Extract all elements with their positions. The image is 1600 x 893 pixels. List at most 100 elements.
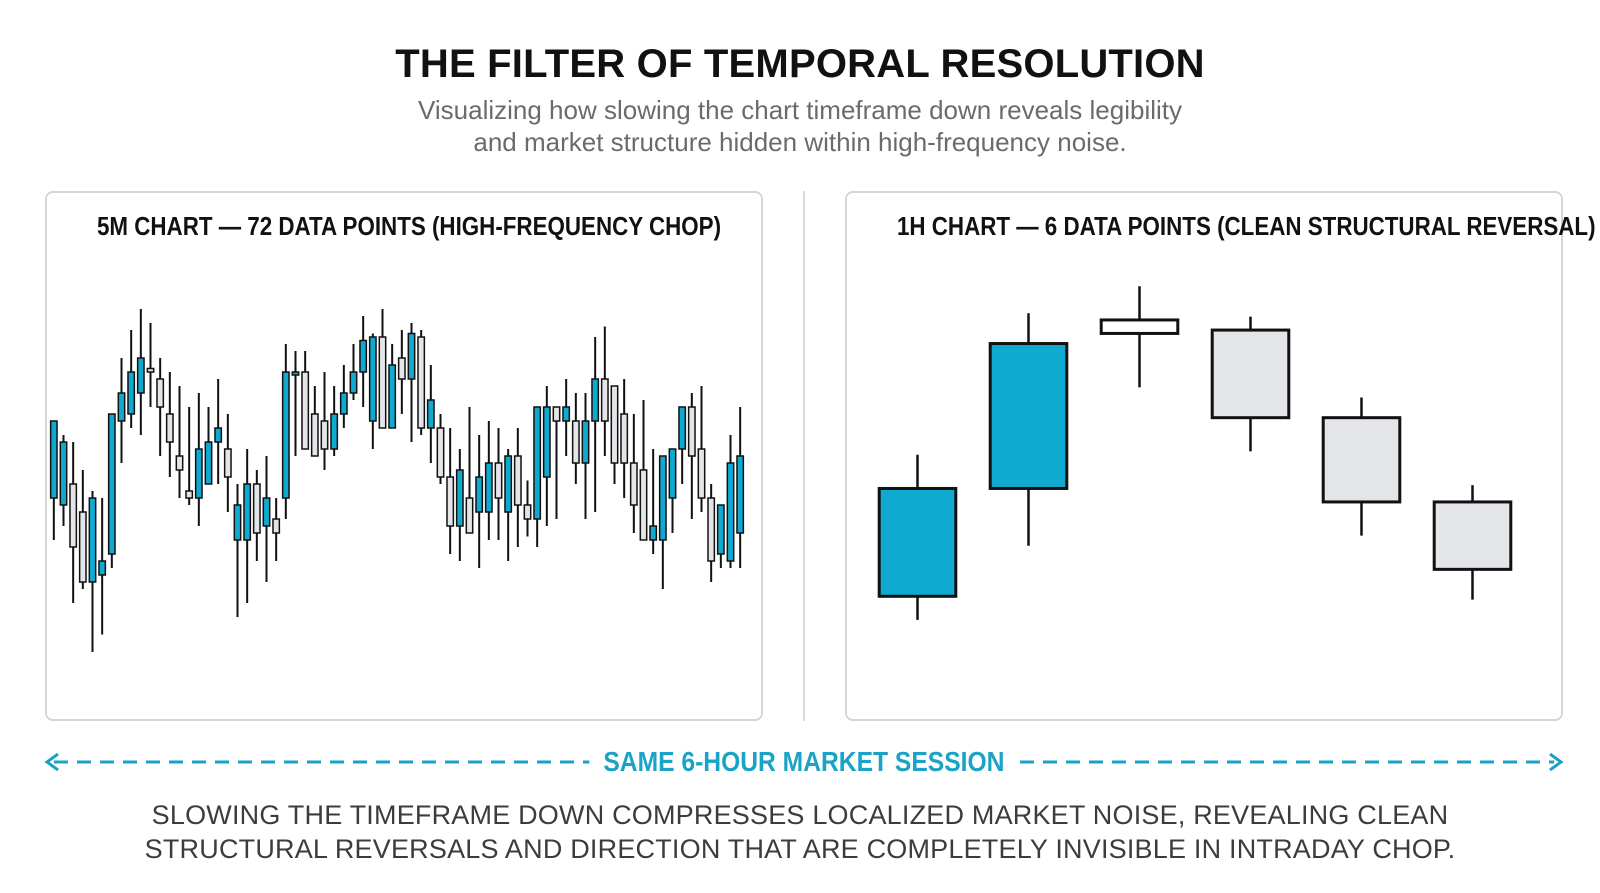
candle-body-bearish (320, 420, 329, 450)
candle (988, 313, 1069, 546)
candle (533, 406, 542, 547)
candle (552, 406, 561, 519)
candle-body-bearish (523, 504, 532, 520)
candle-body-bearish (185, 490, 194, 499)
candle-body-bullish (649, 525, 658, 541)
candle-body-bullish (504, 455, 513, 513)
candle-body-bullish (988, 342, 1069, 490)
candle (262, 456, 271, 582)
candle (504, 449, 513, 561)
candle-body-bearish (165, 413, 174, 443)
session-span-indicator: SAME 6-HOUR MARKET SESSION (44, 740, 1564, 784)
candle (204, 407, 213, 485)
candle-body-bullish (388, 364, 397, 429)
candle (1099, 286, 1180, 388)
chart-title-1h: 1H CHART — 6 DATA POINTS (CLEAN STRUCTUR… (896, 211, 1596, 241)
candle-body-bullish (339, 392, 348, 415)
candle-body-bullish (726, 462, 735, 562)
candle (571, 393, 580, 484)
candle-body-bullish (716, 504, 725, 555)
candle (194, 393, 203, 526)
candle (465, 407, 474, 534)
candle-body-bullish (98, 560, 107, 576)
candle-body-bearish (310, 413, 319, 457)
candle (175, 386, 184, 498)
candle-body-bearish (697, 448, 706, 499)
candle-body-bullish (475, 476, 484, 513)
candle (658, 455, 667, 589)
candle (310, 386, 319, 457)
candlestick-chart-5m (49, 309, 745, 652)
candle (252, 470, 261, 561)
candle-body-bearish (156, 378, 165, 408)
candle (600, 326, 609, 456)
candle (639, 400, 648, 541)
candle-body-bullish (330, 413, 339, 450)
candle (475, 435, 484, 568)
candle (678, 406, 687, 484)
candle (185, 407, 194, 505)
candle (513, 428, 522, 547)
candle (494, 428, 503, 540)
candle-body-bullish (127, 371, 136, 415)
candle-body-bullish (678, 406, 687, 450)
candle-body-bearish (552, 406, 561, 422)
candle (88, 491, 97, 652)
candle-body-bearish (417, 336, 426, 429)
candle-body-bullish (107, 413, 116, 555)
candle-body-bullish (88, 497, 97, 583)
candle (78, 470, 87, 589)
candle-body-bearish (1432, 500, 1513, 571)
candle (156, 358, 165, 456)
candle (388, 344, 397, 429)
candle (687, 393, 696, 519)
candle-body-bullish (455, 469, 464, 527)
arrow-left-icon (44, 752, 59, 772)
candle-body-bullish (117, 392, 126, 422)
candle-body-bearish (687, 406, 696, 457)
candle-body-bullish (562, 406, 571, 422)
candle (697, 386, 706, 512)
candle (455, 449, 464, 561)
candle-body-bullish (668, 448, 677, 499)
candle (716, 504, 725, 568)
candle (349, 344, 358, 400)
candle-body-bullish (281, 371, 290, 499)
candle-body-bearish (707, 497, 716, 562)
candle-body-bullish (233, 504, 242, 541)
candle-body-bearish (397, 357, 406, 380)
candle (649, 449, 658, 554)
candle (49, 420, 58, 540)
candle (98, 498, 107, 635)
candle-body-bullish (243, 483, 252, 541)
candle-body-bearish (301, 371, 310, 450)
candle (581, 393, 590, 519)
candle (107, 413, 116, 568)
candle (1210, 316, 1291, 452)
candle-body-bearish (639, 469, 648, 541)
candle (668, 448, 677, 533)
chart-panel-1h: 1H CHART — 6 DATA POINTS (CLEAN STRUCTUR… (845, 191, 1596, 721)
candle (339, 365, 348, 428)
candle-body-bearish (1210, 328, 1291, 420)
candle (223, 414, 232, 512)
candle (446, 428, 455, 554)
candle-body-bearish (610, 385, 619, 464)
candle (368, 333, 377, 449)
candle-body-bullish (533, 406, 542, 520)
candle-body-bearish (600, 378, 609, 422)
candle (59, 435, 68, 526)
candle (301, 351, 310, 450)
candle (610, 385, 619, 484)
candle (591, 337, 600, 512)
candle-body-bearish (1099, 318, 1180, 335)
candle-body-bearish (629, 462, 638, 506)
candle (136, 309, 145, 435)
candle (397, 330, 406, 414)
arrow-right-icon (1549, 752, 1564, 772)
candle-body-bullish (136, 357, 145, 394)
page-subtitle-line-1: Visualizing how slowing the chart timefr… (418, 95, 1182, 125)
candle (146, 323, 155, 407)
candle (378, 309, 387, 429)
candle (407, 323, 416, 442)
